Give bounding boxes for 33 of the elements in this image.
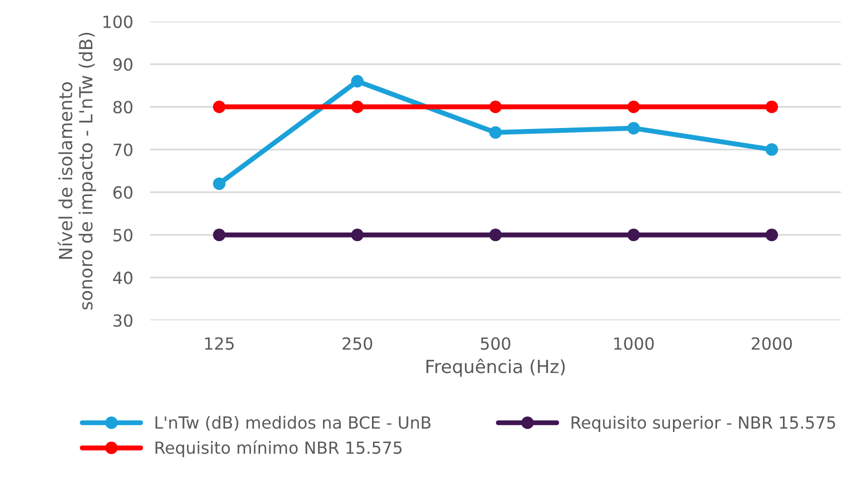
point	[627, 100, 640, 114]
x-tick-label: 500	[480, 337, 510, 350]
point	[766, 228, 778, 242]
point	[627, 122, 640, 134]
y-tick-label: 40	[113, 272, 132, 284]
point	[489, 100, 502, 114]
legend-label: L'nTw (dB) medidos na BCE - UnB	[156, 416, 431, 431]
legend-label: Requisito superior - NBR 15.575	[572, 416, 836, 432]
x-axis-title: Frequência (Hz)	[426, 358, 565, 377]
point	[766, 100, 778, 114]
point	[351, 100, 364, 114]
point	[212, 228, 226, 242]
legend-label: Requisito mínimo NBR 15.575	[156, 440, 402, 458]
y-tick-label: 30	[114, 314, 132, 327]
y-tick-label: 100	[104, 15, 132, 28]
point	[351, 228, 364, 242]
x-tick-label: 125	[205, 337, 234, 350]
point	[489, 126, 502, 139]
y-tick-label: 60	[113, 186, 132, 199]
y-axis-title: Nível de isolamento sonoro de impacto - L'nTw (dB)	[58, 32, 96, 310]
point	[212, 100, 226, 114]
x-tick-label: 2000	[752, 337, 792, 350]
y-tick-label: 90	[113, 58, 132, 71]
point	[766, 143, 778, 156]
y-tick-label: 50	[114, 228, 132, 242]
point	[489, 228, 502, 242]
y-tick-label: 70	[114, 144, 132, 156]
point	[351, 75, 364, 88]
x-tick-label: 1000	[614, 337, 654, 350]
x-tick-label: 250	[342, 337, 372, 350]
point	[212, 177, 226, 190]
point	[627, 228, 640, 242]
y-tick-label: 80	[113, 100, 132, 114]
